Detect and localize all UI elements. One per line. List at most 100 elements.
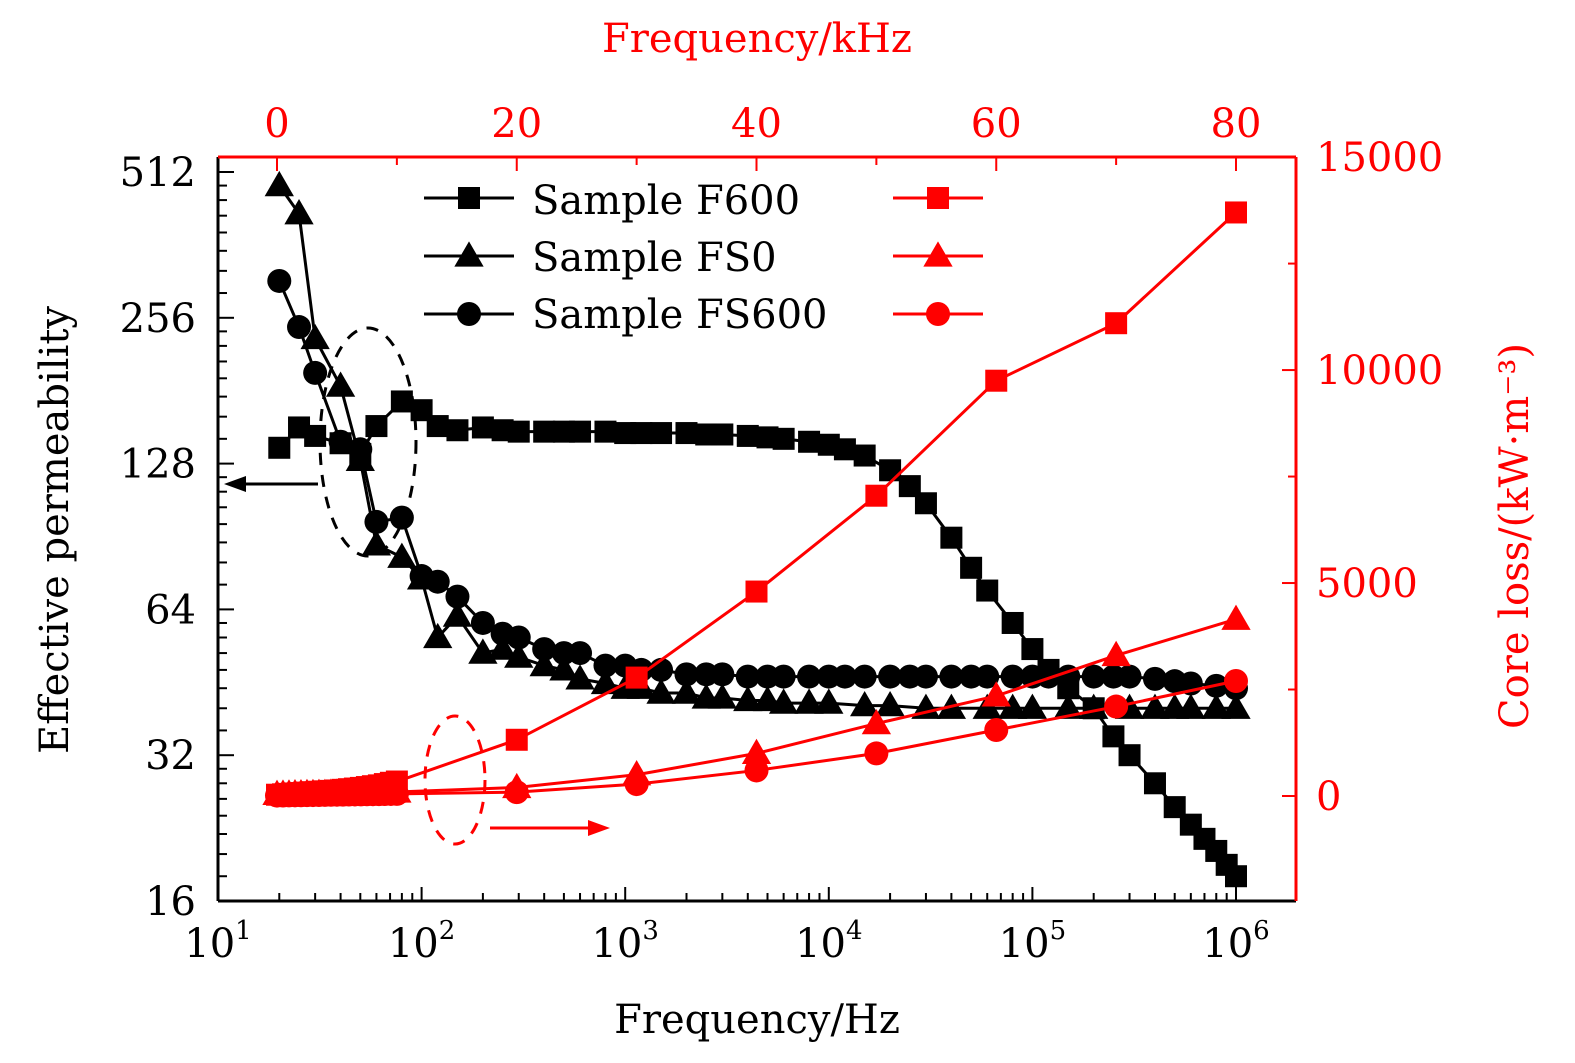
data-point-circle xyxy=(926,302,950,326)
data-point-square xyxy=(507,420,530,443)
core-loss-dashed-ellipse xyxy=(423,714,487,846)
data-point-triangle xyxy=(284,199,314,225)
data-point-square xyxy=(736,424,759,447)
data-point-square xyxy=(365,415,388,438)
data-point-square xyxy=(390,390,413,413)
data-point-circle xyxy=(303,360,328,385)
data-point-circle xyxy=(506,625,531,650)
data-point-square xyxy=(976,579,999,602)
data-point-triangle xyxy=(1053,693,1083,719)
data-point-circle xyxy=(878,664,903,689)
data-point-square xyxy=(1118,744,1141,767)
data-point-circle xyxy=(364,509,389,534)
data-point-square xyxy=(960,556,983,579)
data-point-square xyxy=(865,484,888,507)
data-point-circle xyxy=(593,653,618,678)
data-point-circle xyxy=(624,772,649,797)
data-point-square xyxy=(772,427,795,450)
data-point-square xyxy=(711,423,734,446)
data-point-circle xyxy=(975,664,1000,689)
y-right-tick-label: 0 xyxy=(1316,774,1341,820)
data-point-circle xyxy=(1104,694,1129,719)
data-point-circle xyxy=(939,664,964,689)
data-point-square xyxy=(304,424,327,447)
data-point-circle xyxy=(389,505,414,530)
data-point-circle xyxy=(832,664,857,689)
data-point-circle xyxy=(532,637,557,662)
data-point-triangle xyxy=(794,688,824,714)
data-point-square xyxy=(1021,638,1044,661)
data-point-triangle xyxy=(1176,693,1206,719)
data-point-circle xyxy=(913,664,938,689)
data-point-triangle xyxy=(981,681,1011,707)
data-point-circle xyxy=(328,429,353,454)
data-point-triangle xyxy=(646,678,676,704)
data-point-triangle xyxy=(768,688,799,714)
y-right-tick-label: 5000 xyxy=(1316,561,1418,607)
data-point-triangle xyxy=(998,693,1028,719)
data-point-square xyxy=(879,459,902,482)
data-point-square xyxy=(927,187,949,209)
data-point-circle xyxy=(1117,664,1142,689)
data-point-circle xyxy=(771,664,796,689)
data-point-circle xyxy=(348,437,373,462)
legend-label-fs600: Sample FS600 xyxy=(532,292,827,338)
data-point-triangle xyxy=(1140,693,1170,719)
data-point-square xyxy=(745,580,768,603)
data-point-triangle xyxy=(300,323,330,350)
axes-layer: 101 102 103 104 105 106 16 32 64 128 256 512 0 20 40 60… xyxy=(120,101,1444,967)
data-point-circle xyxy=(470,610,495,635)
data-point-triangle xyxy=(549,655,579,681)
data-point-square xyxy=(594,420,617,443)
data-point-square xyxy=(471,416,494,439)
data-point-triangle xyxy=(850,690,880,717)
data-point-triangle xyxy=(741,738,772,765)
data-point-triangle xyxy=(1221,693,1251,719)
data-point-square xyxy=(625,666,648,689)
data-point-square xyxy=(268,436,291,459)
x-top-tick-label: 80 xyxy=(1211,101,1262,147)
y-right-tick-label: 15000 xyxy=(1316,135,1443,181)
left-arrow-head-icon xyxy=(224,476,246,492)
core-loss-series-sample-fs600 xyxy=(265,668,1248,808)
legend: Sample F600 Sample FS0 Sample FS600 xyxy=(424,178,983,338)
legend-label-f600: Sample F600 xyxy=(532,178,800,224)
x-top-axis-title: Frequency/kHz xyxy=(602,16,912,62)
x-tick-label: 103 xyxy=(591,916,658,967)
data-point-triangle xyxy=(442,601,473,627)
y-tick-label: 512 xyxy=(120,150,196,196)
x-tick-label: 104 xyxy=(795,916,862,967)
data-point-square xyxy=(1143,772,1166,795)
data-point-square xyxy=(940,526,963,549)
data-point-square xyxy=(458,187,480,209)
data-point-circle xyxy=(1142,666,1167,691)
data-point-triangle xyxy=(423,622,453,649)
data-point-square xyxy=(569,420,592,443)
data-point-circle xyxy=(425,569,450,594)
x-tick-label: 101 xyxy=(184,916,251,967)
data-point-triangle xyxy=(733,685,763,712)
permeability-line-sample-f600 xyxy=(278,399,1238,878)
x-tick-label: 105 xyxy=(999,916,1066,967)
data-point-circle xyxy=(384,781,409,806)
y-tick-label: 16 xyxy=(145,879,196,925)
data-point-circle xyxy=(852,664,877,689)
data-point-triangle xyxy=(264,170,294,197)
data-point-triangle xyxy=(590,668,621,695)
y-tick-label: 32 xyxy=(145,733,196,779)
x-top-tick-label: 60 xyxy=(971,101,1022,147)
data-point-square xyxy=(1163,796,1186,819)
y-right-axis-title: Core loss/(kW·m⁻³) xyxy=(1492,343,1538,729)
data-point-triangle xyxy=(1017,693,1048,719)
data-point-triangle xyxy=(861,708,892,735)
data-point-square xyxy=(1225,865,1247,888)
data-point-square xyxy=(650,422,673,445)
data-point-circle xyxy=(797,664,822,689)
x-top-tick-label: 20 xyxy=(491,101,542,147)
data-point-square xyxy=(1225,201,1247,224)
data-point-triangle xyxy=(1201,693,1231,719)
data-point-circle xyxy=(1036,664,1061,689)
data-point-triangle xyxy=(1101,640,1131,667)
data-point-triangle xyxy=(529,650,559,677)
